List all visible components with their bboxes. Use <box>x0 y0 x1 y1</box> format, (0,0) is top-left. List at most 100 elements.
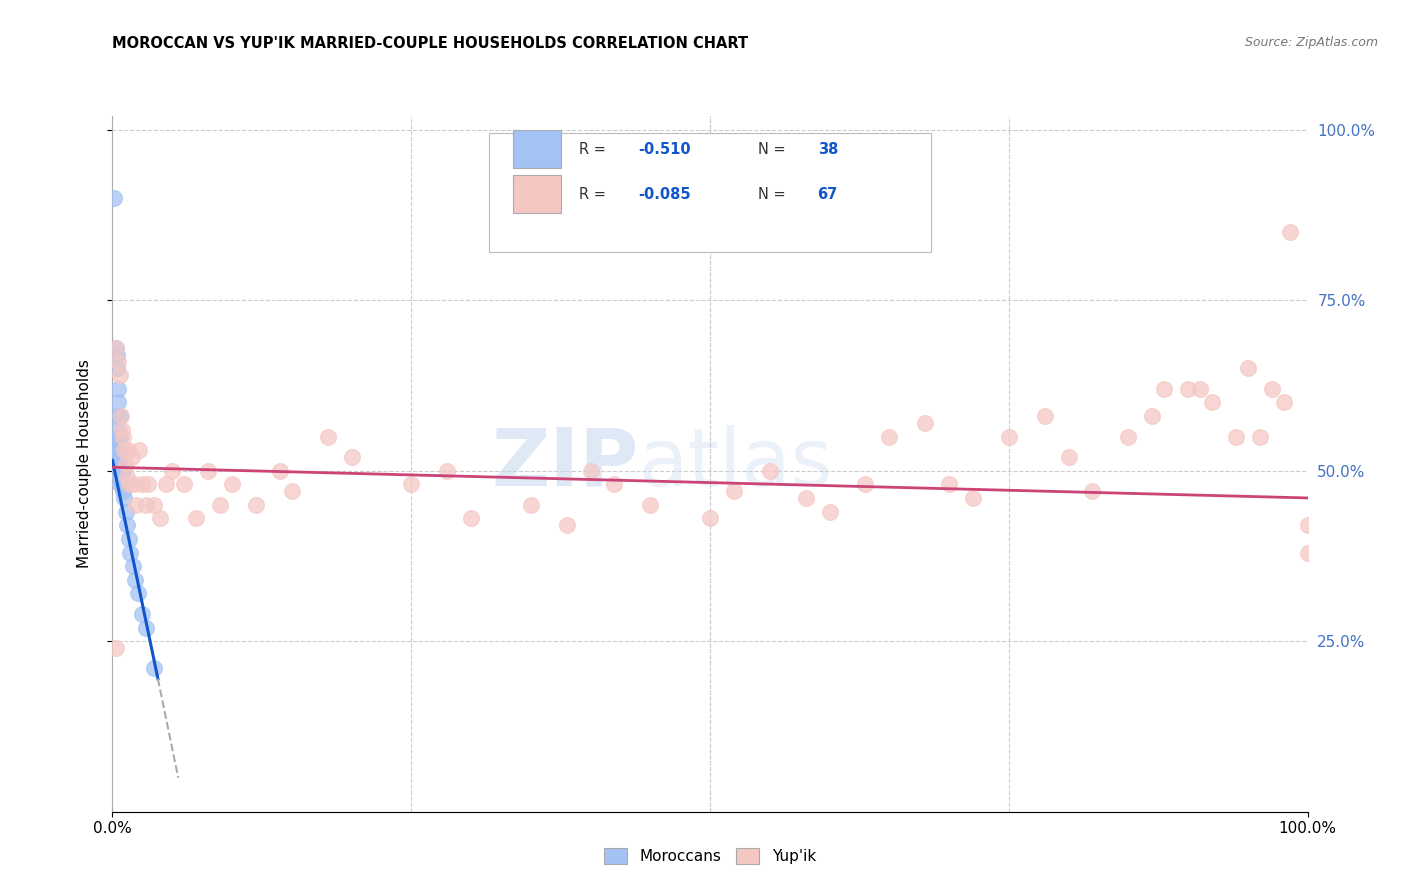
Point <box>114 491 135 505</box>
Point <box>107 436 129 450</box>
Point <box>1296 518 1319 533</box>
Point <box>131 477 153 491</box>
Point <box>125 498 148 512</box>
Point <box>143 498 166 512</box>
Point <box>149 511 172 525</box>
Point <box>118 477 141 491</box>
Point <box>105 341 128 355</box>
Point <box>131 607 153 621</box>
Y-axis label: Married-couple Households: Married-couple Households <box>77 359 91 568</box>
Point <box>108 443 131 458</box>
Text: atlas: atlas <box>638 425 832 503</box>
Point <box>1296 545 1319 559</box>
Point <box>124 573 146 587</box>
Point <box>638 498 662 512</box>
Point <box>759 464 782 478</box>
Text: ZIP: ZIP <box>491 425 638 503</box>
FancyBboxPatch shape <box>513 130 561 169</box>
Text: R =: R = <box>579 186 610 202</box>
Point <box>108 429 131 443</box>
Point <box>108 470 131 484</box>
Point <box>877 429 900 443</box>
Point <box>818 505 841 519</box>
Text: 38: 38 <box>818 142 838 156</box>
Point <box>107 423 129 437</box>
Point <box>112 429 135 443</box>
Point <box>1189 382 1212 396</box>
Point <box>107 429 129 443</box>
Point <box>962 491 984 505</box>
Point <box>121 559 143 574</box>
Point <box>723 484 745 499</box>
Point <box>107 395 129 409</box>
Point <box>1260 382 1282 396</box>
Point <box>1278 225 1301 239</box>
Point <box>117 443 139 458</box>
Text: MOROCCAN VS YUP'IK MARRIED-COUPLE HOUSEHOLDS CORRELATION CHART: MOROCCAN VS YUP'IK MARRIED-COUPLE HOUSEH… <box>112 36 748 51</box>
Text: 67: 67 <box>818 186 838 202</box>
Point <box>401 477 423 491</box>
Point <box>436 464 458 478</box>
Point <box>155 477 177 491</box>
Point <box>108 457 131 471</box>
Point <box>110 409 132 423</box>
Point <box>107 450 129 464</box>
Point <box>1249 429 1271 443</box>
Point <box>108 477 131 491</box>
Point <box>114 457 136 471</box>
Point <box>1081 484 1104 499</box>
Point <box>853 477 877 491</box>
Point <box>135 498 157 512</box>
Point <box>281 484 304 499</box>
Point <box>105 640 128 655</box>
Point <box>555 518 578 533</box>
Point <box>1225 429 1247 443</box>
Point <box>128 443 150 458</box>
Point <box>208 498 231 512</box>
Point <box>105 361 128 376</box>
Text: N =: N = <box>758 186 790 202</box>
Point <box>460 511 482 525</box>
Point <box>107 382 129 396</box>
Point <box>520 498 543 512</box>
Point <box>1153 382 1175 396</box>
Point <box>1237 361 1260 376</box>
Point <box>107 409 129 423</box>
Text: R =: R = <box>579 142 610 156</box>
Point <box>221 477 243 491</box>
Point <box>110 464 132 478</box>
Point <box>173 477 195 491</box>
Point <box>111 423 134 437</box>
Point <box>197 464 219 478</box>
Point <box>1201 395 1223 409</box>
Point <box>107 354 129 368</box>
Point <box>245 498 267 512</box>
Point <box>603 477 626 491</box>
Point <box>699 511 721 525</box>
Point <box>103 191 125 205</box>
Point <box>114 443 135 458</box>
Point <box>114 505 136 519</box>
Point <box>122 477 145 491</box>
Point <box>998 429 1021 443</box>
Point <box>914 416 936 430</box>
Text: -0.510: -0.510 <box>638 142 690 156</box>
Point <box>138 477 160 491</box>
Point <box>108 409 131 423</box>
Point <box>112 484 135 499</box>
Point <box>118 532 141 546</box>
Point <box>340 450 363 464</box>
Point <box>108 464 131 478</box>
Point <box>143 661 166 675</box>
Legend: Moroccans, Yup'ik: Moroccans, Yup'ik <box>598 842 823 871</box>
Point <box>1140 409 1163 423</box>
Text: Source: ZipAtlas.com: Source: ZipAtlas.com <box>1244 36 1378 49</box>
Text: N =: N = <box>758 142 790 156</box>
Point <box>110 477 132 491</box>
Point <box>186 511 208 525</box>
Point <box>1033 409 1056 423</box>
Point <box>105 348 128 362</box>
Point <box>316 429 339 443</box>
FancyBboxPatch shape <box>513 175 561 213</box>
Point <box>162 464 183 478</box>
